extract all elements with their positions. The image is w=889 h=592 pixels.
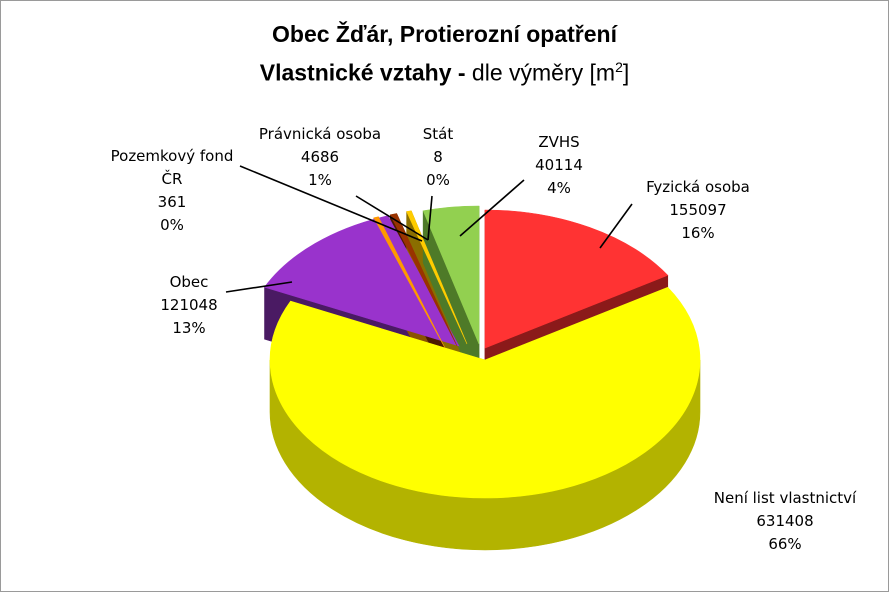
- data-label-name-zvhs: ZVHS: [538, 133, 579, 151]
- data-label-name-pravnicka-osoba: Právnická osoba: [259, 125, 381, 143]
- chart-title-line1: Obec Žďár, Protierozní opatření: [272, 21, 617, 47]
- data-label-name-stat: Stát: [423, 125, 454, 143]
- data-label-value-obec: 121048: [160, 296, 217, 314]
- data-label-value-zvhs: 40114: [535, 156, 583, 174]
- data-label-percent-fyzicka-osoba: 16%: [681, 224, 714, 242]
- chart-title: Obec Žďár, Protierozní opatření Vlastnic…: [0, 18, 889, 90]
- data-label-value-pozemkovy-fond-cr: 361: [158, 193, 187, 211]
- data-label-zvhs: ZVHS 40114 4%: [535, 133, 583, 197]
- slice-neni-list-vlastnictvi: [269, 286, 701, 499]
- data-label-pozemkovy-fond-cr: Pozemkový fond ČR 361 0%: [111, 147, 234, 234]
- chart-title-line2-bold: Vlastnické vztahy -: [259, 59, 466, 86]
- data-label-name-pozemkovy-fond-cr: Pozemkový fond: [111, 147, 234, 165]
- data-label-name-obec: Obec: [170, 273, 209, 291]
- data-label-value-fyzicka-osoba: 155097: [669, 201, 726, 219]
- slice-stat: [406, 210, 468, 345]
- data-label-percent-stat: 0%: [426, 171, 450, 189]
- chart-title-line2: Vlastnické vztahy - dle výměry [m2]: [0, 51, 889, 90]
- slice-zvhs: [422, 205, 480, 345]
- slice-fyzicka-osoba: [484, 209, 669, 349]
- data-label-name-fyzicka-osoba: Fyzická osoba: [646, 178, 750, 196]
- data-label-neni-list-vlastnictvi: Není list vlastnictví 631408 66%: [714, 489, 857, 553]
- slice-pravnicka-osoba: [389, 213, 458, 347]
- data-label-name-neni-list-vlastnictvi: Není list vlastnictví: [714, 489, 857, 507]
- data-label-value-pravnicka-osoba: 4686: [301, 148, 339, 166]
- data-label-percent-pravnicka-osoba: 1%: [308, 171, 332, 189]
- slice-pozemkovy-fond-cr: [373, 216, 446, 349]
- pie-top-layer: [264, 205, 701, 499]
- leader-line-obec: [225, 281, 293, 293]
- leader-line-layer: [225, 165, 633, 293]
- data-label-obec: Obec 121048 13%: [160, 273, 217, 337]
- data-label-stat: Stát 8 0%: [423, 125, 454, 189]
- data-label-percent-obec: 13%: [172, 319, 205, 337]
- leader-line-stat: [427, 195, 433, 241]
- data-label-layer: Fyzická osoba 155097 16% Není list vlastnic…: [111, 125, 857, 553]
- leader-line-pravnicka-osoba: [355, 195, 429, 241]
- data-label-value-neni-list-vlastnictvi: 631408: [756, 512, 813, 530]
- data-label-percent-zvhs: 4%: [547, 179, 571, 197]
- chart-title-line2-rest: dle výměry [m: [465, 59, 616, 86]
- data-label-pravnicka-osoba: Právnická osoba 4686 1%: [259, 125, 381, 189]
- leader-line-pozemkovy-fond-cr: [239, 165, 423, 242]
- data-label-percent-pozemkovy-fond-cr: 0%: [160, 216, 184, 234]
- data-label-value-stat: 8: [433, 148, 443, 166]
- leader-line-zvhs: [459, 179, 525, 237]
- data-label-percent-neni-list-vlastnictvi: 66%: [768, 535, 801, 553]
- chart-title-superscript: 2: [615, 59, 623, 75]
- leader-line-fyzicka-osoba: [599, 203, 633, 249]
- data-label-name-pozemkovy-fond-cr: ČR: [162, 169, 183, 188]
- data-label-fyzicka-osoba: Fyzická osoba 155097 16%: [646, 178, 750, 242]
- chart-title-closing: ]: [622, 59, 630, 86]
